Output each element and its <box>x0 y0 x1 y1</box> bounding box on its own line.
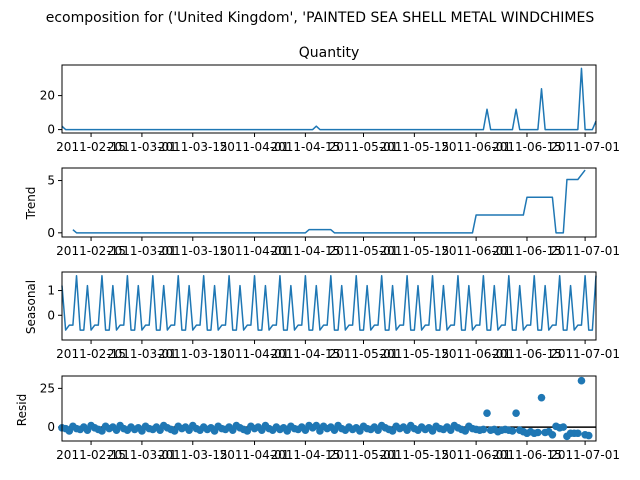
x-tick-label: 2011-04-15 <box>271 347 341 361</box>
plot-area-observed: 2011-02-152011-03-012011-03-152011-04-01… <box>40 67 620 154</box>
x-tick-label: 2011-05-01 <box>329 244 399 258</box>
x-tick-label: 2011-04-15 <box>271 448 341 462</box>
figure-suptitle: ecomposition for ('United Kingdom', 'PAI… <box>46 10 595 26</box>
x-tick-label: 2011-05-15 <box>379 140 449 154</box>
resid-point <box>584 431 593 440</box>
x-tick-label: 2011-03-01 <box>107 140 177 154</box>
x-tick-label: 2011-06-15 <box>492 448 562 462</box>
x-tick-label: 2011-04-15 <box>271 244 341 258</box>
y-tick-label: 0 <box>47 226 55 240</box>
resid-point <box>479 425 488 434</box>
y-tick-label: 20 <box>40 89 55 103</box>
resid-point <box>537 393 546 402</box>
x-tick-label: 2011-06-15 <box>492 347 562 361</box>
x-tick-label: 2011-07-01 <box>550 140 620 154</box>
x-tick-label: 2011-04-01 <box>220 347 290 361</box>
x-tick-label: 2011-04-01 <box>220 448 290 462</box>
axes-frame <box>61 64 597 134</box>
x-tick-label: 2011-05-01 <box>329 140 399 154</box>
x-tick-label: 2011-03-15 <box>158 448 228 462</box>
y-tick-label: 1 <box>47 284 55 298</box>
x-tick-label: 2011-04-01 <box>220 140 290 154</box>
panel-resid: Resid 2011-02-152011-03-012011-03-152011… <box>15 375 620 462</box>
x-tick-label: 2011-02-15 <box>56 347 126 361</box>
y-axis-label: Seasonal <box>24 280 38 334</box>
y-tick-label: 5 <box>47 174 55 188</box>
y-tick-label: 0 <box>47 123 55 137</box>
resid-point <box>577 376 586 385</box>
axes-frame <box>61 375 597 442</box>
x-tick-label: 2011-06-15 <box>492 140 562 154</box>
x-tick-label: 2011-03-01 <box>107 347 177 361</box>
y-tick-label: 0 <box>47 308 55 322</box>
x-tick-label: 2011-03-01 <box>107 448 177 462</box>
plot-area-seasonal: 2011-02-152011-03-012011-03-152011-04-01… <box>47 274 620 361</box>
y-axis-label: Resid <box>15 394 29 426</box>
resid-point <box>534 428 542 437</box>
x-tick-label: 2011-06-15 <box>492 244 562 258</box>
x-tick-label: 2011-02-15 <box>56 140 126 154</box>
x-tick-label: 2011-05-15 <box>379 347 449 361</box>
plot-area-trend: 2011-02-152011-03-012011-03-152011-04-01… <box>47 169 620 258</box>
x-tick-label: 2011-06-01 <box>441 347 511 361</box>
resid-point <box>574 429 582 438</box>
series-line <box>61 274 597 331</box>
plot-area-resid: 2011-02-152011-03-012011-03-152011-04-01… <box>40 376 620 462</box>
resid-point <box>508 427 517 435</box>
y-tick-label: 0 <box>47 420 55 434</box>
resid-point <box>483 409 491 417</box>
panel-seasonal: Seasonal 2011-02-152011-03-012011-03-152… <box>24 271 620 361</box>
x-tick-label: 2011-03-15 <box>158 347 228 361</box>
resid-point <box>312 421 321 430</box>
series-line <box>61 67 597 131</box>
x-tick-label: 2011-04-01 <box>220 244 290 258</box>
axes-frame <box>61 167 597 238</box>
x-tick-label: 2011-06-01 <box>441 244 511 258</box>
x-tick-label: 2011-05-01 <box>329 347 399 361</box>
x-tick-label: 2011-04-15 <box>271 140 341 154</box>
x-tick-label: 2011-02-15 <box>56 244 126 258</box>
panel-title: Quantity <box>299 45 360 61</box>
resid-point <box>559 423 568 431</box>
x-tick-label: 2011-06-01 <box>441 140 511 154</box>
x-tick-label: 2011-07-01 <box>550 448 620 462</box>
x-tick-label: 2011-03-15 <box>158 244 228 258</box>
axes-frame <box>61 271 597 341</box>
y-axis-label: Trend <box>24 187 38 221</box>
y-tick-label: 25 <box>40 381 55 395</box>
x-tick-label: 2011-07-01 <box>550 244 620 258</box>
x-tick-label: 2011-02-15 <box>56 448 126 462</box>
x-tick-label: 2011-05-15 <box>379 448 449 462</box>
panel-observed: Quantity 2011-02-152011-03-012011-03-152… <box>40 45 620 154</box>
x-tick-label: 2011-03-15 <box>158 140 228 154</box>
resid-point <box>512 409 520 417</box>
x-tick-label: 2011-05-15 <box>379 244 449 258</box>
x-tick-label: 2011-05-01 <box>329 448 399 462</box>
x-tick-label: 2011-06-01 <box>441 448 511 462</box>
x-tick-label: 2011-03-01 <box>107 244 177 258</box>
panel-trend: Trend 2011-02-152011-03-012011-03-152011… <box>24 167 620 258</box>
x-tick-label: 2011-07-01 <box>550 347 620 361</box>
series-line <box>72 169 586 234</box>
resid-point <box>548 431 557 439</box>
